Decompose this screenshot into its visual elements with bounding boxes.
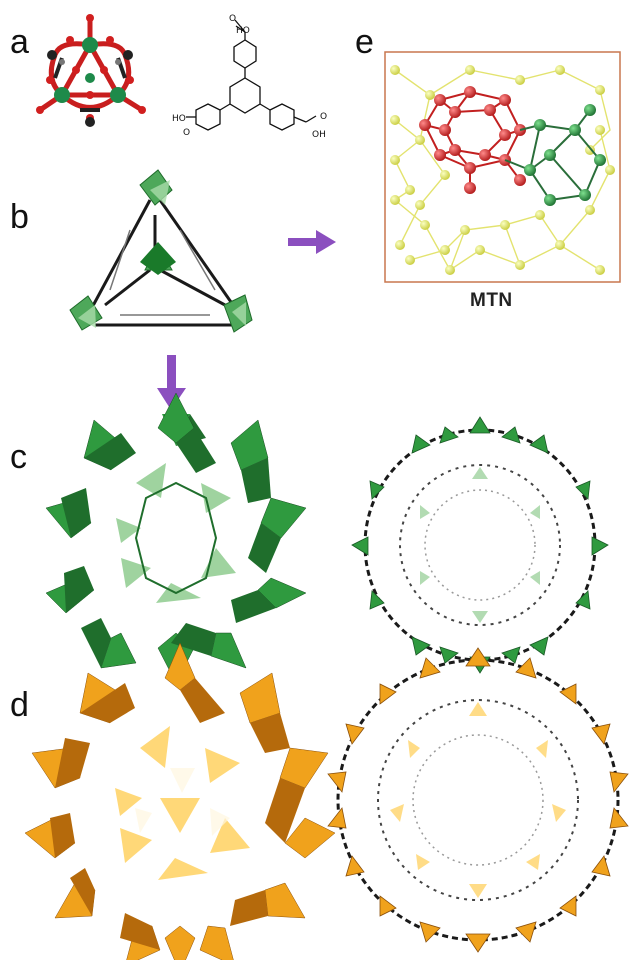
panel-label-c: c bbox=[10, 438, 27, 476]
green-mof-cage bbox=[351, 416, 609, 674]
mtn-net-box bbox=[384, 51, 621, 283]
ligand-left-ho: HO bbox=[172, 114, 186, 124]
metal-cluster bbox=[36, 14, 146, 127]
ligand-right-oh: OH bbox=[312, 130, 326, 140]
panel-label-d: d bbox=[10, 686, 29, 724]
ligand-top-o: O bbox=[229, 14, 237, 24]
panel-label-e: e bbox=[355, 23, 374, 61]
ligand-left-o: O bbox=[183, 128, 191, 138]
supertetrahedron-cage bbox=[69, 169, 253, 333]
green-polyhedral-cage bbox=[45, 392, 307, 684]
tatb-ligand-structure bbox=[186, 19, 317, 131]
ligand-right-o: O bbox=[320, 112, 328, 122]
arrow-right-b-to-e bbox=[288, 230, 336, 254]
panel-label-b: b bbox=[10, 198, 29, 236]
mtn-net-label: MTN bbox=[470, 290, 513, 311]
arrow-down-b-to-c bbox=[157, 355, 186, 410]
orange-polyhedral-cage bbox=[24, 642, 336, 960]
panel-label-a: a bbox=[10, 23, 29, 61]
orange-mof-cage bbox=[327, 647, 629, 953]
